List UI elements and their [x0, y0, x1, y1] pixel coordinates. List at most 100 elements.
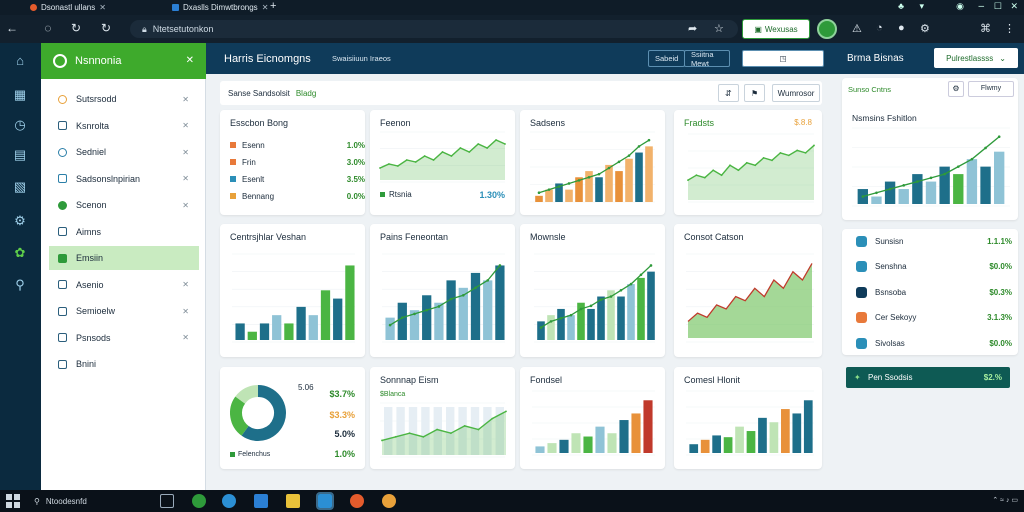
period-button[interactable]: Flwmy: [968, 81, 1014, 97]
settings-icon[interactable]: ⚙: [14, 213, 26, 228]
maximize-icon[interactable]: ☐: [993, 1, 1002, 11]
flag-button[interactable]: ⚑: [744, 84, 766, 102]
settings-icon[interactable]: ⚙: [948, 81, 964, 97]
sidebar-item[interactable]: Sutsrsodd ✕: [49, 87, 199, 111]
pin-icon[interactable]: ♣: [898, 1, 904, 11]
leaf-icon[interactable]: ✿: [14, 245, 26, 260]
header-button[interactable]: Ssiitna Mewt: [684, 50, 730, 68]
sync-icon[interactable]: ⚠: [852, 23, 862, 35]
chart-card-centrsjhlar[interactable]: Centrsjhlar Veshan: [220, 224, 365, 357]
chart-card-fondsel[interactable]: Fondsel: [520, 367, 665, 469]
browser-tab[interactable]: Dsonastl ullans ✕: [26, 1, 110, 14]
chart-card-mownsle[interactable]: Mownsle: [520, 224, 665, 357]
system-tray[interactable]: ⌃ ≈ ♪ ▭: [992, 497, 1018, 504]
taskbar-search[interactable]: ⚲ Ntoodesnfd: [28, 493, 178, 509]
bookmark-star-icon[interactable]: ☆: [714, 23, 724, 35]
trend-point: [649, 264, 653, 267]
doc-icon[interactable]: ▤: [13, 147, 27, 162]
close-window-icon[interactable]: ✕: [1010, 1, 1018, 11]
extensions-icon[interactable]: ⌘: [980, 23, 991, 35]
back-icon[interactable]: ←: [6, 21, 18, 35]
sidebar-item[interactable]: Aimns: [49, 220, 199, 244]
share-icon[interactable]: ➦: [688, 23, 698, 35]
chart-card-fradsts[interactable]: Fradsts $.8.8: [674, 110, 822, 215]
sidebar-item[interactable]: Asenio ✕: [49, 273, 199, 297]
collapse-icon[interactable]: ✕: [185, 55, 194, 66]
store-icon[interactable]: [254, 494, 268, 508]
bar: [643, 400, 653, 453]
sidebar-item[interactable]: Sedniel ✕: [49, 140, 199, 164]
right-dropdown[interactable]: Pulrestlassss ⌄: [934, 48, 1018, 68]
menu-icon[interactable]: ⋮: [1004, 23, 1015, 35]
filter-tag[interactable]: Bladg: [295, 88, 317, 98]
tab-menu-icon[interactable]: ▾: [919, 1, 924, 11]
metric-item[interactable]: Bsnsoba $0.3%: [852, 280, 1012, 304]
forward-icon[interactable]: ◌: [44, 21, 52, 35]
bar: [645, 146, 653, 202]
metric-item[interactable]: Sivolsas $0.0%: [852, 331, 1012, 355]
minimize-icon[interactable]: –: [978, 1, 984, 12]
sidebar-item[interactable]: Ksnrolta ✕: [49, 114, 199, 138]
edge-icon[interactable]: [222, 494, 236, 508]
header-action-button[interactable]: ◳: [742, 50, 824, 67]
chart-card-consot[interactable]: Consot Catson: [674, 224, 822, 357]
chart-card-pains[interactable]: Pains Feneontan: [370, 224, 515, 357]
url-bar[interactable]: 🔒︎ Ntetsetutonkon: [130, 20, 738, 38]
sidebar-item[interactable]: Scenon ✕: [49, 193, 199, 217]
metric-item[interactable]: Cer Sekoyy 3.1.3%: [852, 306, 1012, 330]
metric-item[interactable]: Senshna $0.0%: [852, 255, 1012, 279]
home-icon[interactable]: ⌂: [16, 53, 24, 68]
windows-start-icon[interactable]: [6, 494, 20, 508]
active-app-icon[interactable]: [316, 492, 334, 510]
sort-button[interactable]: ⇵: [718, 84, 739, 102]
kpi-card[interactable]: Esscbon Bong Esenn 1.0% Frin 3.0% Esenlt 3.5%…: [220, 110, 365, 215]
header-link[interactable]: Swaisiiuun Iraeos: [332, 54, 391, 63]
close-tab-icon[interactable]: ✕: [99, 3, 106, 12]
remove-icon[interactable]: ✕: [182, 174, 189, 183]
donut-card[interactable]: 5.06 $3.7% $3.3% 5.0% 1.0% Felenchus: [220, 367, 365, 469]
sidebar-item[interactable]: Bnini: [49, 352, 199, 376]
chart-card-feenon[interactable]: Feenon Rtsnia 1.30%: [370, 110, 515, 215]
remove-icon[interactable]: ✕: [182, 280, 189, 289]
history-icon[interactable]: ◔: [876, 22, 883, 34]
clipboard-icon[interactable]: ▧: [13, 179, 27, 194]
app-icon-green[interactable]: [192, 494, 206, 508]
chart-card-sadsens[interactable]: Sadsens: [520, 110, 665, 215]
extension-button[interactable]: ▣ Wexusas: [742, 19, 810, 39]
folder-icon[interactable]: [286, 494, 300, 508]
chart-icon[interactable]: ▦: [13, 87, 27, 102]
sparkle-icon: ✦: [854, 373, 861, 382]
home-nav-icon[interactable]: ↻: [100, 21, 112, 35]
browser-tab[interactable]: Dxaslls Dimwtbrongs ✕: [168, 1, 272, 14]
remove-icon[interactable]: ✕: [182, 306, 189, 316]
search-icon[interactable]: ⚲: [15, 277, 25, 292]
close-tab-icon[interactable]: ✕: [261, 3, 269, 12]
remove-icon[interactable]: ✕: [182, 94, 189, 104]
clock-icon[interactable]: ◷: [14, 117, 26, 132]
profile-icon[interactable]: ◉: [956, 1, 964, 11]
sidebar-item[interactable]: Semioelw ✕: [49, 299, 199, 323]
chart-card-sonnnap[interactable]: Sonnnap Eism $Blanca: [370, 367, 515, 469]
metric-item[interactable]: Sunsisn 1.1.1%: [852, 229, 1012, 253]
app-icon-orange[interactable]: [382, 494, 396, 508]
header-button[interactable]: Sabeid: [648, 50, 686, 67]
alert-banner[interactable]: ✦ Pen Ssodsis $2.%: [846, 367, 1010, 388]
right-chart-card[interactable]: Sunso Cntns ⚙ Flwmy Nsmsins Fshitlon: [842, 78, 1018, 220]
sidebar-item[interactable]: Emsiin: [49, 246, 199, 270]
filter-menu-button[interactable]: Wumrosor: [772, 84, 820, 102]
task-view-icon[interactable]: [160, 494, 174, 508]
remove-icon[interactable]: ✕: [182, 200, 189, 210]
sidebar-item[interactable]: Psnsods ✕: [49, 326, 199, 350]
browser-app-icon[interactable]: [350, 494, 364, 508]
remove-icon[interactable]: ✕: [182, 147, 189, 157]
remove-icon[interactable]: ✕: [182, 121, 189, 130]
remove-icon[interactable]: ✕: [182, 333, 189, 342]
chart-card-comesl[interactable]: Comesl Hlonit: [674, 367, 822, 469]
reload-icon[interactable]: ↻: [70, 21, 82, 35]
account-icon[interactable]: ⚙: [920, 23, 930, 35]
main-header: Harris Eicnomgns Swaisiiuun Iraeos Sabei…: [206, 43, 836, 74]
alert-icon[interactable]: ●: [898, 22, 905, 34]
avatar[interactable]: [817, 19, 837, 39]
new-tab-button[interactable]: +: [270, 0, 277, 12]
sidebar-item[interactable]: Sadsonslnpirian ✕: [49, 167, 199, 191]
